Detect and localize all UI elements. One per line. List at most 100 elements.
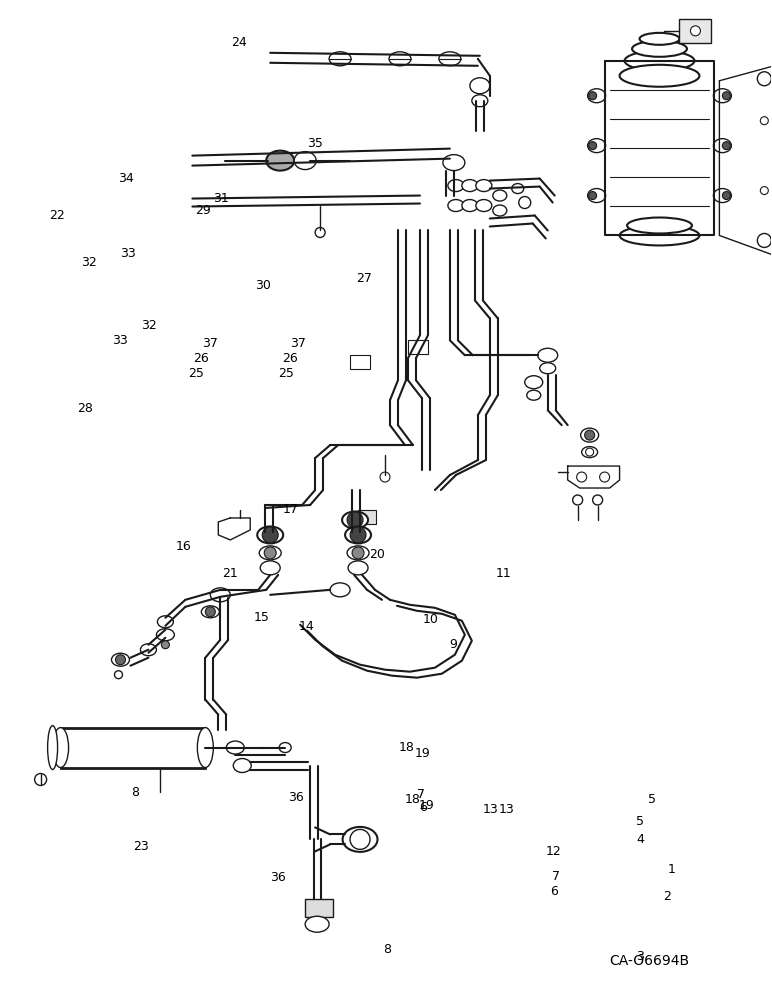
Text: 21: 21	[222, 567, 239, 580]
Ellipse shape	[233, 759, 251, 773]
Text: 24: 24	[231, 36, 247, 49]
Text: 5: 5	[648, 793, 656, 806]
Text: 8: 8	[131, 786, 140, 799]
Ellipse shape	[330, 583, 350, 597]
Circle shape	[760, 187, 768, 195]
Circle shape	[350, 527, 366, 543]
Text: 7: 7	[417, 788, 425, 801]
Circle shape	[352, 547, 364, 559]
Text: 30: 30	[255, 279, 271, 292]
Circle shape	[723, 192, 730, 200]
Ellipse shape	[713, 139, 731, 153]
Ellipse shape	[201, 606, 219, 618]
Circle shape	[588, 92, 597, 100]
Ellipse shape	[259, 546, 281, 560]
Text: 11: 11	[496, 567, 511, 580]
Ellipse shape	[52, 728, 69, 768]
Ellipse shape	[472, 95, 488, 107]
Text: 23: 23	[133, 840, 149, 853]
Text: 35: 35	[307, 137, 323, 150]
Text: 14: 14	[299, 620, 314, 633]
Text: 7: 7	[551, 870, 560, 883]
Ellipse shape	[587, 89, 605, 103]
Ellipse shape	[111, 653, 130, 666]
Ellipse shape	[639, 33, 679, 45]
Ellipse shape	[198, 728, 213, 768]
Ellipse shape	[538, 348, 557, 362]
Ellipse shape	[620, 65, 699, 87]
Ellipse shape	[448, 200, 464, 212]
Ellipse shape	[294, 152, 316, 170]
Ellipse shape	[627, 218, 692, 233]
Ellipse shape	[620, 225, 699, 245]
Ellipse shape	[157, 616, 174, 628]
Circle shape	[519, 197, 530, 209]
Text: 33: 33	[112, 334, 128, 347]
Text: 32: 32	[141, 319, 157, 332]
Bar	[350, 355, 370, 369]
Circle shape	[264, 547, 276, 559]
Ellipse shape	[462, 180, 478, 192]
Circle shape	[588, 192, 597, 200]
Text: 2: 2	[663, 890, 671, 903]
Text: 26: 26	[283, 352, 298, 365]
Circle shape	[114, 671, 123, 679]
Text: 27: 27	[357, 272, 372, 285]
Ellipse shape	[525, 376, 543, 389]
Ellipse shape	[625, 51, 695, 71]
Circle shape	[757, 72, 771, 86]
Text: 10: 10	[423, 613, 438, 626]
Text: 17: 17	[283, 503, 299, 516]
Text: 13: 13	[483, 803, 499, 816]
Circle shape	[347, 512, 363, 528]
Text: 36: 36	[288, 791, 303, 804]
Ellipse shape	[632, 41, 687, 57]
Text: 8: 8	[384, 943, 391, 956]
Ellipse shape	[266, 151, 294, 171]
Text: CA-O6694B: CA-O6694B	[609, 954, 689, 968]
Ellipse shape	[329, 52, 351, 66]
Ellipse shape	[260, 561, 280, 575]
Text: 12: 12	[546, 845, 562, 858]
Ellipse shape	[348, 561, 368, 575]
Ellipse shape	[343, 827, 378, 852]
Text: 28: 28	[76, 402, 93, 415]
Ellipse shape	[470, 78, 489, 94]
Ellipse shape	[493, 205, 506, 216]
Ellipse shape	[527, 390, 540, 400]
Circle shape	[723, 92, 730, 100]
Text: 37: 37	[202, 337, 218, 350]
Circle shape	[262, 527, 278, 543]
Ellipse shape	[257, 526, 283, 543]
Text: 13: 13	[499, 803, 514, 816]
Text: 34: 34	[117, 172, 134, 185]
Text: 19: 19	[415, 747, 431, 760]
Text: 3: 3	[636, 950, 645, 963]
Circle shape	[573, 495, 583, 505]
Text: 9: 9	[449, 638, 457, 651]
Ellipse shape	[713, 189, 731, 203]
Ellipse shape	[713, 89, 731, 103]
Text: 36: 36	[270, 871, 286, 884]
Circle shape	[760, 117, 768, 125]
Circle shape	[161, 641, 169, 649]
Bar	[679, 19, 712, 43]
Ellipse shape	[439, 52, 461, 66]
Circle shape	[35, 774, 46, 785]
Circle shape	[723, 142, 730, 150]
Ellipse shape	[493, 190, 506, 201]
Text: 37: 37	[290, 337, 306, 350]
Text: 33: 33	[120, 247, 136, 260]
Text: 15: 15	[253, 611, 269, 624]
Circle shape	[577, 472, 587, 482]
Ellipse shape	[581, 428, 598, 442]
Ellipse shape	[540, 363, 556, 374]
Text: 25: 25	[188, 367, 205, 380]
Ellipse shape	[226, 741, 244, 754]
Circle shape	[584, 430, 594, 440]
Ellipse shape	[462, 200, 478, 212]
Text: 4: 4	[636, 833, 645, 846]
Ellipse shape	[389, 52, 411, 66]
Ellipse shape	[512, 184, 523, 194]
Text: 6: 6	[419, 801, 427, 814]
